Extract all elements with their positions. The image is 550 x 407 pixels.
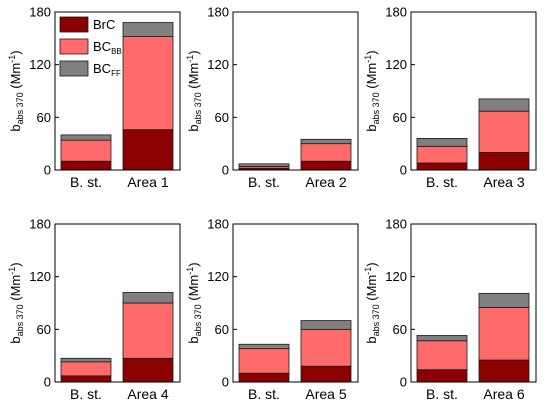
- bar-segment-brc: [122, 129, 174, 171]
- bar-segment-bc-bb: [300, 143, 352, 162]
- y-tick-label: 0: [400, 163, 407, 178]
- bar-segment-bc-bb: [416, 145, 468, 164]
- bar-segment-bc-ff: [60, 134, 112, 141]
- plot-frame: [410, 11, 537, 171]
- y-axis-title: babs 370 (Mm-1): [185, 262, 203, 343]
- bar-segment-bc-ff: [300, 138, 352, 145]
- y-tick-label: 180: [385, 217, 407, 232]
- plot-frame: [410, 223, 537, 383]
- bar-segment-brc: [300, 160, 352, 171]
- y-tick-label: 120: [385, 57, 407, 72]
- x-category-label: Area 6: [483, 386, 524, 402]
- y-tick-label: 120: [207, 269, 229, 284]
- x-category-label: B. st.: [248, 386, 280, 402]
- y-tick-label: 0: [222, 375, 229, 390]
- y-axis-title: babs 370 (Mm-1): [363, 50, 381, 131]
- bar-segment-bc-ff: [60, 357, 112, 363]
- y-tick-label: 60: [37, 110, 51, 125]
- bar-segment-bc-ff: [238, 163, 290, 167]
- y-tick-label: 0: [44, 163, 51, 178]
- x-category-label: Area 2: [305, 174, 346, 190]
- y-tick-label: 0: [222, 163, 229, 178]
- bar-segment-bc-bb: [416, 340, 468, 371]
- x-category-label: B. st.: [426, 174, 458, 190]
- bar-segment-bc-ff: [300, 320, 352, 330]
- bar-segment-bc-ff: [478, 292, 530, 308]
- y-tick-label: 180: [29, 217, 51, 232]
- bar-segment-bc-ff: [416, 335, 468, 342]
- y-tick-label: 180: [385, 5, 407, 20]
- panel-3: 0 60 120 180 B. st. Area 3 babs 370 (Mm-1): [363, 5, 537, 190]
- y-tick-label: 0: [400, 375, 407, 390]
- y-axis-title: babs 370 (Mm-1): [7, 262, 25, 343]
- y-tick-label: 120: [29, 269, 51, 284]
- y-tick-label: 60: [215, 322, 229, 337]
- x-category-label: Area 1: [127, 174, 168, 190]
- x-category-label: B. st.: [70, 174, 102, 190]
- x-category-label: Area 3: [483, 174, 524, 190]
- bar-segment-bc-ff: [238, 343, 290, 350]
- bar-segment-bc-bb: [60, 361, 112, 377]
- x-category-label: B. st.: [70, 386, 102, 402]
- plot-frame: [54, 11, 181, 171]
- x-category-label: Area 5: [305, 386, 346, 402]
- bar-segment-brc: [478, 152, 530, 171]
- x-category-label: B. st.: [426, 386, 458, 402]
- bar-segment-brc: [416, 369, 468, 383]
- bar-segment-brc: [122, 357, 174, 383]
- panel-6: 0 60 120 180 B. st. Area 6 babs 370 (Mm-1): [363, 217, 537, 402]
- y-axis-title: babs 370 (Mm-1): [363, 262, 381, 343]
- plot-frame: [232, 11, 359, 171]
- x-category-label: Area 4: [127, 386, 168, 402]
- bar-segment-brc: [478, 359, 530, 383]
- y-axis-title: babs 370 (Mm-1): [7, 50, 25, 131]
- legend-label: BCBB: [93, 39, 122, 56]
- legend-swatch: [59, 38, 89, 55]
- bar-segment-brc: [60, 160, 112, 171]
- x-category-label: B. st.: [248, 174, 280, 190]
- legend: BrC BCBB BCFF: [59, 16, 122, 78]
- y-axis-title: babs 370 (Mm-1): [185, 50, 203, 131]
- legend-swatch: [59, 60, 89, 77]
- y-tick-label: 60: [393, 322, 407, 337]
- panel-5: 0 60 120 180 B. st. Area 5 babs 370 (Mm-1): [185, 217, 359, 402]
- bar-segment-bc-bb: [238, 348, 290, 374]
- legend-swatch: [59, 16, 89, 33]
- bar-segment-bc-bb: [122, 302, 174, 359]
- bar-segment-brc: [60, 375, 112, 383]
- bar-segment-bc-bb: [122, 36, 174, 131]
- plot-frame: [54, 223, 181, 383]
- bar-segment-bc-ff: [478, 98, 530, 112]
- panel-4: 0 60 120 180 B. st. Area 4 babs 370 (Mm-1): [7, 217, 181, 402]
- y-tick-label: 180: [207, 5, 229, 20]
- bar-segment-bc-ff: [416, 137, 468, 147]
- y-tick-label: 180: [29, 5, 51, 20]
- bar-segment-bc-ff: [122, 22, 174, 37]
- plot-frame: [232, 223, 359, 383]
- bar-segment-brc: [300, 365, 352, 383]
- bar-segment-bc-ff: [122, 292, 174, 304]
- y-tick-label: 180: [207, 217, 229, 232]
- legend-label: BCFF: [93, 61, 121, 78]
- y-tick-label: 0: [44, 375, 51, 390]
- y-tick-label: 60: [393, 110, 407, 125]
- y-tick-label: 120: [385, 269, 407, 284]
- panel-2: 0 60 120 180 B. st. Area 2 babs 370 (Mm-1): [185, 5, 359, 190]
- y-tick-label: 60: [215, 110, 229, 125]
- legend-label: BrC: [93, 17, 115, 32]
- bar-segment-bc-bb: [60, 139, 112, 162]
- y-tick-label: 60: [37, 322, 51, 337]
- bar-segment-bc-bb: [478, 306, 530, 361]
- y-tick-label: 120: [29, 57, 51, 72]
- bar-segment-brc: [238, 372, 290, 383]
- y-tick-label: 120: [207, 57, 229, 72]
- bar-segment-bc-bb: [300, 328, 352, 367]
- bar-segment-brc: [416, 162, 468, 171]
- bar-segment-bc-bb: [478, 110, 530, 153]
